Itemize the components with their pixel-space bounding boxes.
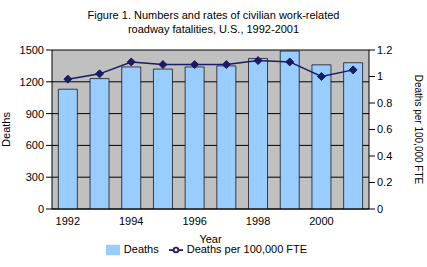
svg-text:1200: 1200	[20, 76, 44, 88]
svg-text:1996: 1996	[182, 215, 206, 227]
svg-text:Year: Year	[199, 233, 222, 245]
svg-text:900: 900	[26, 108, 44, 120]
svg-text:0: 0	[38, 203, 44, 215]
svg-text:600: 600	[26, 139, 44, 151]
svg-text:1.2: 1.2	[377, 44, 392, 56]
svg-text:0.6: 0.6	[377, 123, 392, 135]
svg-text:300: 300	[26, 171, 44, 183]
html-text:Figure 1. Numbers and rates of: Figure 1. Numbers and rates of civilian …	[87, 9, 340, 35]
svg-text:0.4: 0.4	[377, 150, 392, 162]
svg-text:2000: 2000	[309, 215, 333, 227]
svg-text:Deaths per 100,000 FTE: Deaths per 100,000 FTE	[413, 75, 419, 185]
svg-text:0: 0	[377, 203, 383, 215]
html-text:Deaths: Deaths	[123, 243, 159, 255]
svg-text:Deaths: Deaths	[8, 112, 12, 147]
svg-text:0.2: 0.2	[377, 176, 392, 188]
svg-text:1: 1	[377, 70, 383, 82]
svg-text:1994: 1994	[119, 215, 143, 227]
svg-text:1500: 1500	[20, 44, 44, 56]
html-text:Deaths per 100,000 FTE: Deaths per 100,000 FTE	[186, 243, 308, 255]
svg-text:0.8: 0.8	[377, 97, 392, 109]
svg-text:1992: 1992	[56, 215, 80, 227]
svg-text:1998: 1998	[246, 215, 270, 227]
